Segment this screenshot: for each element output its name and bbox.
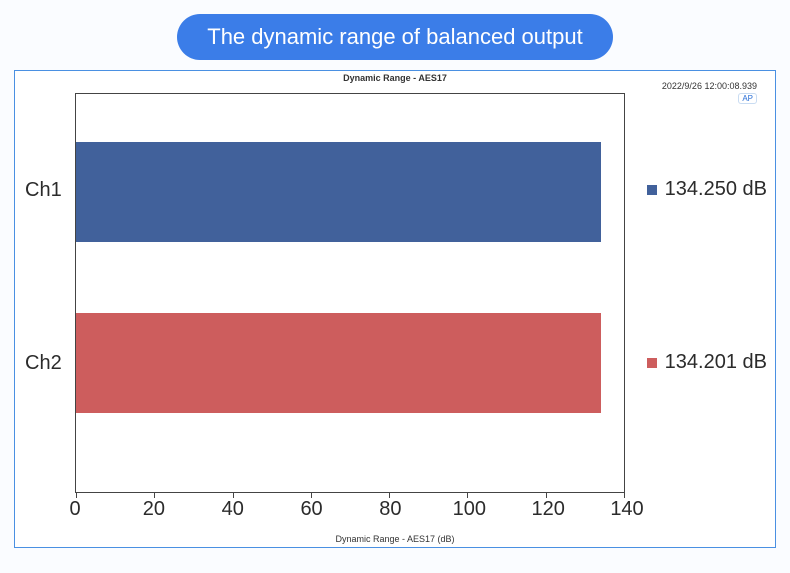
legend-swatch-ch1 — [647, 185, 657, 195]
y-axis-label-ch1: Ch1 — [25, 179, 69, 202]
x-axis-label: Dynamic Range - AES17 (dB) — [15, 534, 775, 544]
plot-area — [75, 93, 625, 493]
x-tick: 20 — [143, 498, 165, 521]
value-text-ch2: 134.201 dB — [665, 351, 767, 374]
value-text-ch1: 134.250 dB — [665, 178, 767, 201]
bar-ch2 — [76, 313, 601, 413]
x-tick: 60 — [300, 498, 322, 521]
ap-logo-badge: AP — [738, 93, 757, 104]
x-tick: 40 — [222, 498, 244, 521]
legend-swatch-ch2 — [647, 358, 657, 368]
value-group-ch1: 134.250 dB — [647, 178, 767, 201]
x-tick: 140 — [610, 498, 643, 521]
bar-ch1 — [76, 142, 601, 242]
x-tick: 120 — [531, 498, 564, 521]
chart-frame: Dynamic Range - AES17 2022/9/26 12:00:08… — [14, 70, 776, 548]
x-tick: 100 — [453, 498, 486, 521]
y-axis-label-ch2: Ch2 — [25, 352, 69, 375]
chart-timestamp: 2022/9/26 12:00:08.939 — [662, 81, 757, 91]
x-tick: 0 — [69, 498, 80, 521]
page-title-pill: The dynamic range of balanced output — [177, 14, 612, 60]
value-group-ch2: 134.201 dB — [647, 351, 767, 374]
x-tick: 80 — [379, 498, 401, 521]
